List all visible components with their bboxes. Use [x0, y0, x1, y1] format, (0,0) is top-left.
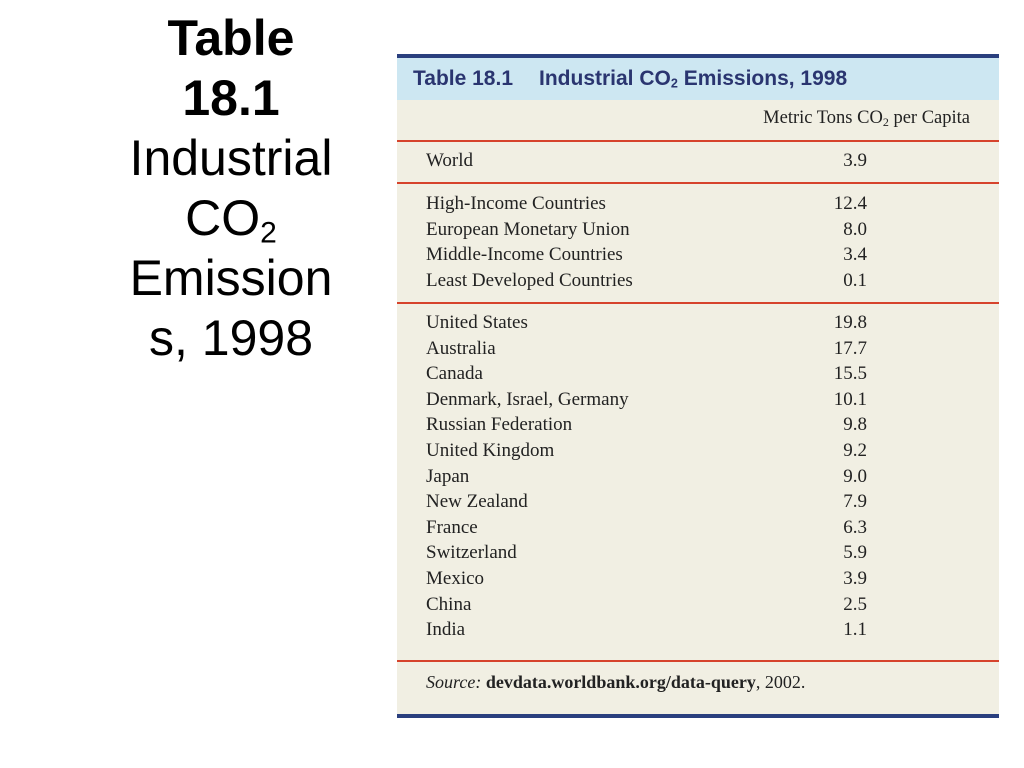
table-caption-band: Table 18.1 Industrial CO2 Emissions, 1998: [397, 58, 999, 100]
country-name: Denmark, Israel, Germany: [426, 388, 629, 410]
country-name: Japan: [426, 465, 470, 487]
emission-value: 2.5: [843, 593, 867, 615]
table-row: High-Income Countries 12.4: [397, 193, 999, 219]
divider-source: [397, 660, 999, 662]
table-row: France 6.3: [397, 517, 999, 543]
country-name: United States: [426, 312, 528, 333]
slide-title-number: 18.1: [182, 70, 280, 126]
emission-value: 12.4: [833, 193, 867, 214]
emission-value: 8.0: [843, 218, 867, 240]
countries-group: United States 19.8 Australia 17.7 Canada 15.5…: [397, 312, 999, 645]
country-name: World: [426, 150, 474, 171]
slide-title-industrial: Industrial: [129, 130, 333, 186]
country-name: New Zealand: [426, 491, 528, 513]
table-row: Australia 17.7: [397, 338, 999, 364]
table-top-rule: [397, 54, 999, 58]
slide-title-year: s, 1998: [148, 310, 313, 366]
divider-header: [397, 140, 999, 142]
country-name: High-Income Countries: [426, 193, 606, 214]
source-label: Source:: [426, 672, 482, 692]
slide-title-co-subscript: 2: [260, 216, 277, 250]
divider-income: [397, 302, 999, 304]
table-row: Denmark, Israel, Germany 10.1: [397, 389, 999, 415]
slide-title: Table 18.1 Industrial CO2 Emission s, 19…: [108, 8, 354, 368]
table-row: Switzerland 5.9: [397, 542, 999, 568]
table-row: Russian Federation 9.8: [397, 414, 999, 440]
emission-value: 19.8: [833, 312, 867, 333]
table-row: United States 19.8: [397, 312, 999, 338]
slide-title-co2: CO2: [108, 188, 354, 248]
country-name: European Monetary Union: [426, 218, 630, 240]
emission-value: 3.4: [843, 244, 867, 266]
emission-value: 3.9: [843, 567, 867, 589]
slide-title-emission: Emission: [129, 250, 333, 306]
emission-value: 0.1: [843, 269, 867, 291]
emission-value: 15.5: [833, 363, 867, 385]
country-name: Switzerland: [426, 542, 517, 564]
slide-title-table: Table: [167, 10, 295, 66]
country-name: India: [426, 619, 466, 641]
country-name: Middle-Income Countries: [426, 244, 623, 266]
world-group: World 3.9: [397, 150, 999, 176]
emission-value: 3.9: [843, 150, 867, 171]
country-name: Least Developed Countries: [426, 269, 633, 291]
country-name: France: [426, 516, 478, 538]
emission-value: 9.0: [843, 465, 867, 487]
source-url: devdata.worldbank.org/data-query: [485, 672, 756, 692]
emission-value: 9.8: [843, 414, 867, 436]
table-row: Mexico 3.9: [397, 568, 999, 594]
table-row: China 2.5: [397, 594, 999, 620]
table-bottom-rule: [397, 714, 999, 718]
emission-value: 10.1: [833, 388, 867, 410]
table-row: European Monetary Union 8.0: [397, 219, 999, 245]
table-caption-subscript: 2: [670, 76, 678, 91]
emission-value: 17.7: [833, 337, 867, 359]
table-caption-pre: Industrial CO: [539, 67, 671, 90]
column-header-pre: Metric Tons CO: [763, 108, 883, 128]
country-name: Canada: [426, 363, 483, 385]
table-source: Source: devdata.worldbank.org/data-query…: [426, 672, 805, 693]
emission-value: 1.1: [843, 619, 867, 641]
table-row: New Zealand 7.9: [397, 491, 999, 517]
country-name: Russian Federation: [426, 414, 573, 436]
table-row: United Kingdom 9.2: [397, 440, 999, 466]
slide-title-co: CO: [185, 190, 261, 246]
table-number: Table 18.1: [413, 67, 513, 90]
emissions-table: Table 18.1 Industrial CO2 Emissions, 1998…: [397, 54, 999, 718]
emission-value: 6.3: [843, 516, 867, 538]
country-name: Australia: [426, 337, 496, 359]
divider-world: [397, 182, 999, 184]
column-header-post: per Capita: [888, 108, 970, 128]
emission-value: 7.9: [843, 491, 867, 513]
country-name: Mexico: [426, 567, 485, 589]
table-row: Canada 15.5: [397, 363, 999, 389]
emission-value: 5.9: [843, 542, 867, 564]
column-header-subscript: 2: [882, 115, 889, 129]
country-name: United Kingdom: [426, 439, 555, 461]
table-row: World 3.9: [397, 150, 999, 176]
emission-value: 9.2: [843, 439, 867, 461]
country-name: China: [426, 593, 472, 615]
table-row: Least Developed Countries 0.1: [397, 270, 999, 296]
table-row: Japan 9.0: [397, 466, 999, 492]
column-header: Metric Tons CO2 per Capita: [763, 108, 970, 129]
source-year: , 2002.: [755, 672, 806, 692]
table-caption: Table 18.1 Industrial CO2 Emissions, 1998: [413, 67, 847, 91]
table-row: Middle-Income Countries 3.4: [397, 244, 999, 270]
table-caption-post: Emissions, 1998: [677, 67, 848, 90]
income-group: High-Income Countries 12.4 European Moneta…: [397, 193, 999, 295]
table-row: India 1.1: [397, 619, 999, 645]
